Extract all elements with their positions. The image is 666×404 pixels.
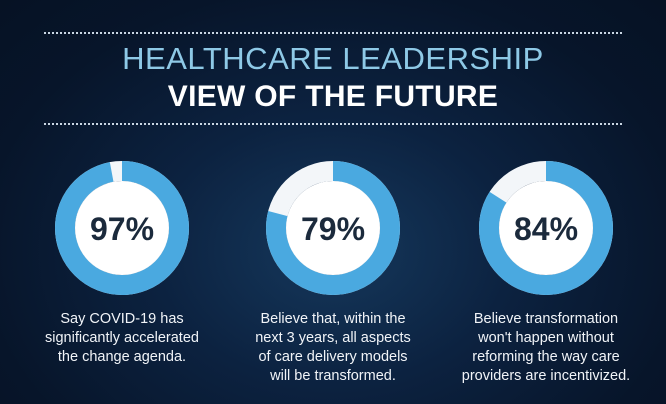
donut-1-value-arc bbox=[55, 161, 189, 295]
donut-3-center bbox=[499, 181, 593, 275]
title-line-1: HEALTHCARE LEADERSHIP bbox=[122, 41, 544, 76]
donut-chart-3: 84% bbox=[479, 161, 613, 295]
top-divider bbox=[44, 32, 622, 34]
stat-2-caption: Believe that, within the next 3 years, a… bbox=[255, 311, 411, 384]
donut-chart-2: 79% bbox=[266, 161, 400, 295]
stat-3-caption: Believe transformation won't happen with… bbox=[461, 311, 631, 384]
bottom-divider bbox=[44, 123, 622, 125]
donut-chart-1: 97% bbox=[55, 161, 189, 295]
stat-1: 97% Say COVID-19 has significantly accel… bbox=[22, 158, 222, 367]
donut-3-value-arc bbox=[479, 161, 613, 295]
donut-3-label: 84% bbox=[514, 211, 578, 247]
donut-1-center bbox=[75, 181, 169, 275]
stat-1-caption: Say COVID-19 has significantly accelerat… bbox=[45, 311, 199, 365]
title-line-2: VIEW OF THE FUTURE bbox=[167, 80, 499, 113]
donut-2-label: 79% bbox=[301, 211, 365, 247]
stat-3: 84% Believe transformation won't happen … bbox=[446, 158, 646, 386]
donut-2-center bbox=[286, 181, 380, 275]
stat-2: 79% Believe that, within the next 3 year… bbox=[233, 158, 433, 386]
donut-1-label: 97% bbox=[90, 211, 154, 247]
donut-2-value-arc bbox=[266, 161, 400, 295]
